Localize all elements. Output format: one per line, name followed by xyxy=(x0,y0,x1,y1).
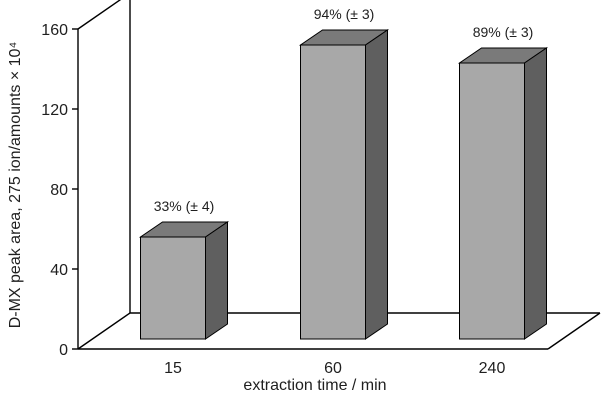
y-tick-label: 40 xyxy=(50,262,68,279)
y-tick-label: 0 xyxy=(59,342,68,359)
bar-front xyxy=(300,44,366,340)
chart-axes: 0 40 80 120 160 xyxy=(41,22,79,359)
bar-series xyxy=(138,29,549,340)
x-axis-title: extraction time / min xyxy=(243,377,386,394)
x-tick-label: 60 xyxy=(324,360,342,377)
x-tick-label: 15 xyxy=(164,360,182,377)
chart-frame xyxy=(77,0,601,350)
y-tick-label: 160 xyxy=(41,22,68,39)
bar-data-label: 94% (± 3) xyxy=(314,6,375,22)
x-tick-label: 240 xyxy=(479,360,506,377)
floor-outline xyxy=(77,312,600,350)
y-axis-title: D-MX peak area, 275 ion/amounts × 10⁴ xyxy=(7,42,24,329)
bar-side xyxy=(205,221,228,340)
floor-right-edge xyxy=(547,312,601,350)
y-tick-label: 80 xyxy=(50,182,68,199)
bar-front xyxy=(140,236,206,340)
y-tick-label: 120 xyxy=(41,102,68,119)
top-depth-edge xyxy=(77,0,122,30)
bar-data-label: 89% (± 3) xyxy=(473,24,534,40)
bar-front xyxy=(459,62,525,340)
chart-labels: 33% (± 4) 15 94% (± 3) 60 89% (± 3) 240 xyxy=(154,6,534,377)
back-wall-outline xyxy=(129,0,131,313)
bar-data-label: 33% (± 4) xyxy=(154,198,215,214)
bar-side xyxy=(365,29,388,340)
bar-side xyxy=(524,47,547,340)
